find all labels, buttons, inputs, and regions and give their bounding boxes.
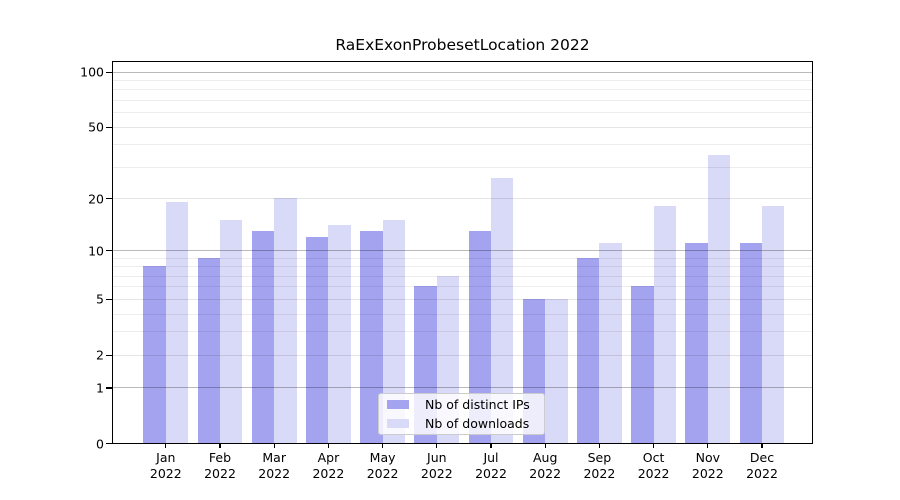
x-tick-label-jan: Jan 2022 xyxy=(149,450,182,481)
x-tick-label-oct: Oct 2022 xyxy=(637,450,670,481)
x-tick-mark-aug xyxy=(544,443,546,448)
gridline-30 xyxy=(113,166,812,168)
bar-downloads-nov xyxy=(707,154,731,443)
x-tick-mark-may xyxy=(381,443,384,448)
legend-swatch-distinct-ips xyxy=(387,400,409,410)
x-tick-label-aug: Aug 2022 xyxy=(529,450,562,481)
x-tick-label-nov: Nov 2022 xyxy=(691,450,724,481)
gridline-50 xyxy=(113,126,812,128)
legend: Nb of distinct IPs Nb of downloads xyxy=(378,393,545,435)
y-tick-label-5: 5 xyxy=(96,291,104,307)
plot-area xyxy=(112,61,813,444)
x-tick-label-mar: Mar 2022 xyxy=(258,450,291,481)
bar-distinct-ips-mar xyxy=(251,230,275,443)
bar-downloads-jan xyxy=(165,201,189,443)
gridline-3 xyxy=(113,331,812,333)
gridline-1 xyxy=(113,387,812,389)
gridline-4 xyxy=(113,313,812,315)
x-tick-mark-nov xyxy=(707,443,709,448)
bar-downloads-dec xyxy=(762,206,785,443)
gridline-80 xyxy=(113,89,812,91)
y-tick-mark-20 xyxy=(106,198,112,200)
gridline-20 xyxy=(113,198,812,199)
bar-distinct-ips-jan xyxy=(143,266,166,443)
y-tick-mark-5 xyxy=(106,298,112,301)
gridline-100 xyxy=(113,71,812,73)
bar-distinct-ips-may xyxy=(360,230,383,443)
gridline-70 xyxy=(113,100,812,101)
bar-downloads-apr xyxy=(328,225,351,443)
x-tick-mark-jul xyxy=(490,443,492,448)
y-tick-label-2: 2 xyxy=(96,347,104,363)
bar-downloads-jul xyxy=(491,177,514,443)
x-tick-mark-jan xyxy=(165,443,167,448)
gridline-5 xyxy=(113,298,812,300)
gridline-90 xyxy=(113,80,812,81)
bar-downloads-aug xyxy=(545,298,568,443)
x-tick-mark-apr xyxy=(327,443,330,448)
y-tick-label-10: 10 xyxy=(88,243,104,258)
y-tick-label-20: 20 xyxy=(88,191,104,206)
y-tick-label-1: 1 xyxy=(96,380,104,396)
legend-label-downloads: Nb of downloads xyxy=(425,415,530,431)
legend-row-downloads: Nb of downloads xyxy=(379,416,544,431)
y-tick-mark-2 xyxy=(106,354,112,356)
x-tick-mark-mar xyxy=(273,443,275,448)
y-tick-mark-100 xyxy=(106,71,112,73)
y-tick-mark-10 xyxy=(106,250,112,252)
gridline-8 xyxy=(113,266,812,268)
legend-row-distinct-ips: Nb of distinct IPs xyxy=(379,397,544,412)
gridline-40 xyxy=(113,144,812,146)
bar-downloads-oct xyxy=(653,206,676,443)
x-tick-label-jun: Jun 2022 xyxy=(420,450,453,481)
x-tick-mark-dec xyxy=(761,443,763,448)
y-tick-mark-50 xyxy=(106,126,112,128)
gridline-10 xyxy=(113,250,812,251)
x-tick-label-may: May 2022 xyxy=(366,450,399,481)
x-tick-mark-oct xyxy=(652,443,655,448)
x-tick-label-jul: Jul 2022 xyxy=(475,450,507,481)
x-tick-label-apr: Apr 2022 xyxy=(312,450,345,481)
bar-downloads-may xyxy=(382,219,405,443)
bar-distinct-ips-jul xyxy=(468,230,491,443)
x-tick-label-sep: Sep 2022 xyxy=(583,450,616,481)
bar-distinct-ips-sep xyxy=(577,257,600,443)
x-tick-label-dec: Dec 2022 xyxy=(746,450,778,481)
x-tick-mark-feb xyxy=(219,443,221,448)
x-tick-mark-sep xyxy=(598,443,601,448)
gridline-7 xyxy=(113,275,812,277)
y-tick-mark-1 xyxy=(106,387,112,389)
x-tick-mark-jun xyxy=(436,443,438,448)
bar-downloads-mar xyxy=(274,198,297,443)
gridline-6 xyxy=(113,286,812,288)
gridline-9 xyxy=(113,257,812,259)
legend-label-distinct-ips: Nb of distinct IPs xyxy=(425,397,530,413)
legend-swatch-downloads xyxy=(387,418,409,428)
y-tick-label-50: 50 xyxy=(88,119,104,135)
y-tick-label-100: 100 xyxy=(80,64,104,80)
bar-distinct-ips-nov xyxy=(685,243,708,443)
x-tick-label-feb: Feb 2022 xyxy=(204,450,236,481)
bar-distinct-ips-feb xyxy=(197,257,220,443)
gridline-2 xyxy=(113,354,812,356)
y-tick-label-0: 0 xyxy=(96,436,104,451)
y-tick-mark-0 xyxy=(106,443,112,445)
chart-title: RaExExonProbesetLocation 2022 xyxy=(335,36,590,54)
gridline-60 xyxy=(113,112,812,114)
bar-downloads-sep xyxy=(599,243,622,443)
bar-distinct-ips-apr xyxy=(306,236,329,443)
bar-distinct-ips-dec xyxy=(739,243,762,443)
bar-distinct-ips-oct xyxy=(631,286,654,443)
bar-downloads-feb xyxy=(220,219,243,443)
